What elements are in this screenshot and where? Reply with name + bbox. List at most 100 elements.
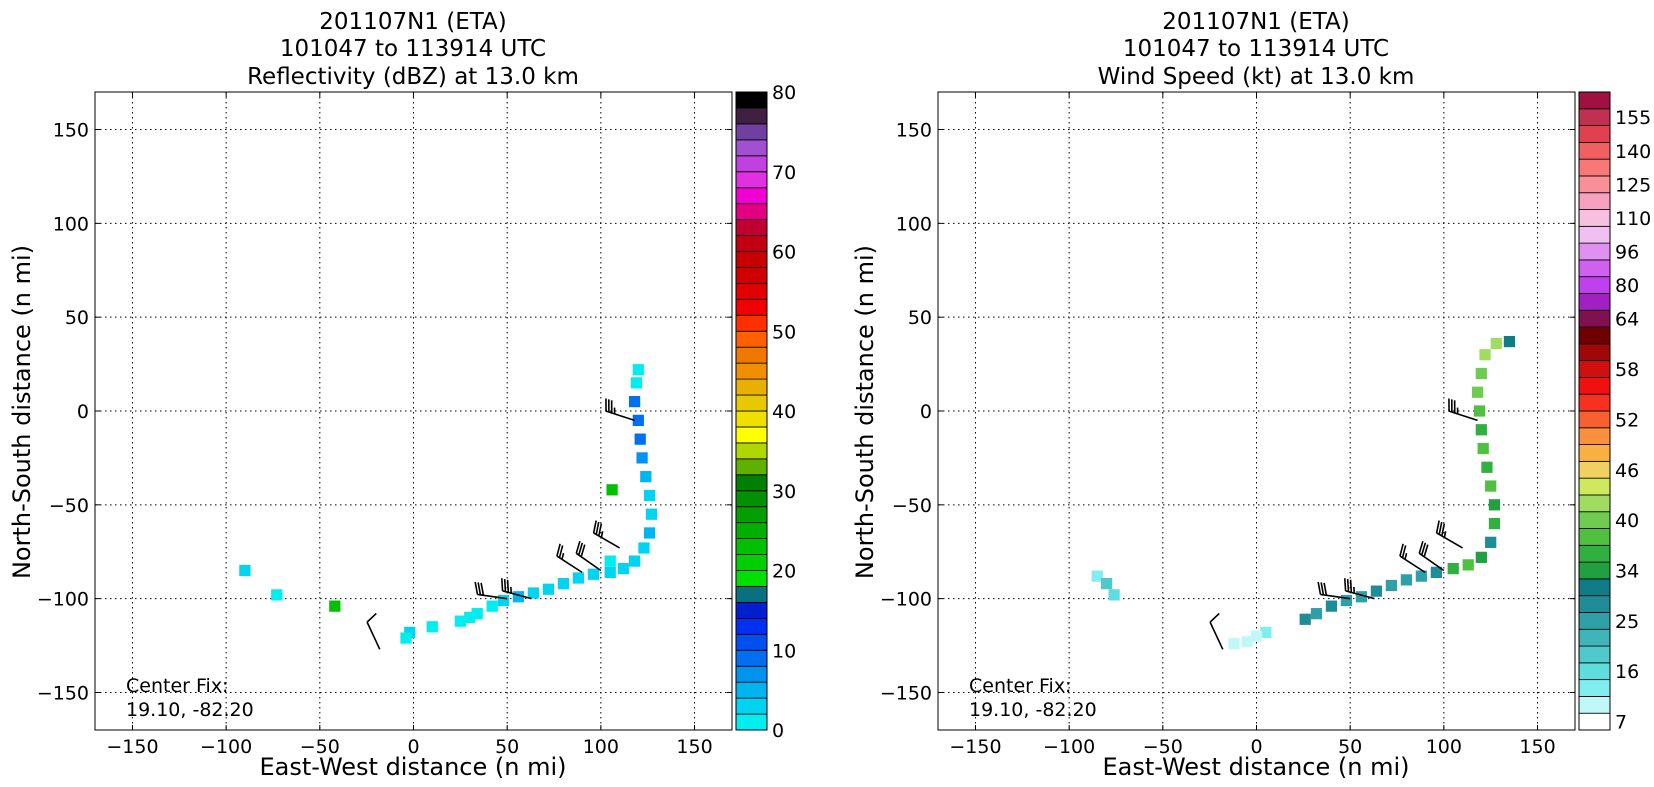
colorbar-tick-label: 80 [772, 82, 796, 104]
colorbar-tick-label: 110 [1615, 208, 1651, 230]
field-cell [239, 564, 251, 577]
wind-barb [1418, 540, 1445, 572]
colorbar-tick-label: 52 [1615, 409, 1639, 431]
colorbar-tick-label: 40 [1615, 510, 1639, 532]
colorbar-segment [1578, 628, 1611, 647]
colorbar-segment [735, 362, 768, 380]
chart-title-line-3: Reflectivity (dBZ) at 13.0 km [247, 64, 579, 90]
colorbar-segment [735, 570, 768, 587]
field-cell [1488, 499, 1501, 511]
colorbar-segment [735, 394, 768, 412]
colorbar-tick-label: 140 [1615, 141, 1651, 163]
colorbar-segment [735, 697, 768, 715]
field-cell [542, 583, 555, 595]
colorbar-segment [1578, 158, 1611, 177]
field-cell [645, 508, 658, 520]
colorbar-segment [1578, 444, 1611, 462]
field-cell [426, 621, 438, 633]
colorbar-segment [1578, 696, 1611, 714]
colorbar-segment [735, 490, 768, 508]
colorbar-tick-label: 125 [1615, 174, 1651, 196]
colorbar-segment [735, 474, 768, 492]
field-cell [512, 591, 525, 603]
field-cell [632, 414, 644, 426]
field-cell [527, 587, 540, 599]
colorbar-segment [735, 378, 768, 396]
x-axis-label: East-West distance (n mi) [1102, 753, 1409, 781]
colorbar-tick-label: 30 [772, 481, 796, 503]
field-cell [630, 377, 643, 389]
field-cell [632, 364, 644, 376]
colorbar-segment [1578, 192, 1611, 210]
colorbar-tick-label: 20 [772, 561, 796, 583]
field-cell [497, 594, 510, 607]
field-cell [1473, 405, 1486, 417]
field-cell [1488, 517, 1501, 530]
wind-barb [1399, 543, 1426, 574]
colorbar-segment [735, 219, 768, 236]
field-cell [1091, 570, 1103, 582]
colorbar-segment [735, 522, 768, 540]
colorbar-segment [735, 458, 768, 476]
field-cell [471, 608, 483, 620]
x-tick-label: 50 [495, 736, 519, 758]
data-field [239, 364, 658, 644]
colorbar-segment [735, 506, 768, 524]
wind-barb [1435, 520, 1463, 549]
field-cell [1471, 386, 1484, 398]
colorbar-tick-label: 60 [772, 242, 796, 264]
grid [938, 92, 1575, 730]
wind-barb [474, 581, 508, 600]
field-cell [1490, 337, 1502, 350]
colorbar-segment [1578, 427, 1611, 445]
reflectivity-panel: 201107N1 (ETA) 101047 to 113914 UTC Refl… [8, 9, 796, 781]
colorbar-segment [1578, 377, 1611, 395]
x-tick-label: −50 [1143, 736, 1183, 758]
colorbar-segment [1578, 141, 1611, 160]
field-cell [587, 568, 599, 580]
x-tick-label: 150 [676, 736, 712, 758]
field-cell [400, 632, 412, 644]
colorbar-segment [1578, 393, 1611, 412]
colorbar-tick-label: 58 [1615, 359, 1639, 381]
field-cell [271, 589, 283, 601]
wind-barb [1209, 612, 1224, 650]
field-cell [643, 489, 656, 502]
field-cell [1447, 562, 1459, 575]
colorbar-segment [1578, 309, 1611, 328]
wind-barb [1343, 578, 1375, 600]
data-field [1091, 335, 1516, 650]
y-tick-label: 50 [65, 307, 89, 329]
colorbar-segment [1578, 561, 1611, 580]
colorbar-segment [735, 442, 768, 460]
colorbar-tick-label: 50 [772, 321, 796, 343]
field-cell [604, 555, 616, 567]
wind-barb [1317, 581, 1351, 600]
y-tick-label: 0 [77, 401, 89, 423]
colorbar-segment [735, 282, 768, 300]
y-tick-label: −150 [37, 682, 89, 704]
field-cell [1475, 424, 1487, 436]
colorbar-segment [1578, 712, 1611, 731]
field-cell [1400, 574, 1413, 586]
field-cell [643, 527, 656, 539]
field-cell [638, 542, 650, 554]
x-tick-label: −100 [1043, 736, 1095, 758]
colorbar-tick-label: 16 [1615, 661, 1639, 683]
field-cell [1299, 613, 1311, 625]
y-tick-label: −100 [37, 589, 89, 611]
colorbar-segment [1578, 242, 1611, 261]
x-tick-label: 150 [1519, 736, 1555, 758]
colorbar-segment [735, 171, 768, 189]
wind-barb [605, 398, 635, 422]
field-cell [1477, 442, 1489, 455]
colorbar-segment [1578, 175, 1611, 194]
colorbar-segment [1578, 326, 1611, 345]
colorbar-segment [1578, 612, 1611, 630]
colorbar-segment [735, 91, 768, 109]
wind-speed-panel: 201107N1 (ETA) 101047 to 113914 UTC Wind… [851, 9, 1651, 781]
y-tick-label: −50 [49, 495, 89, 517]
field-cell [1355, 591, 1368, 603]
colorbar-frame [1578, 91, 1611, 731]
